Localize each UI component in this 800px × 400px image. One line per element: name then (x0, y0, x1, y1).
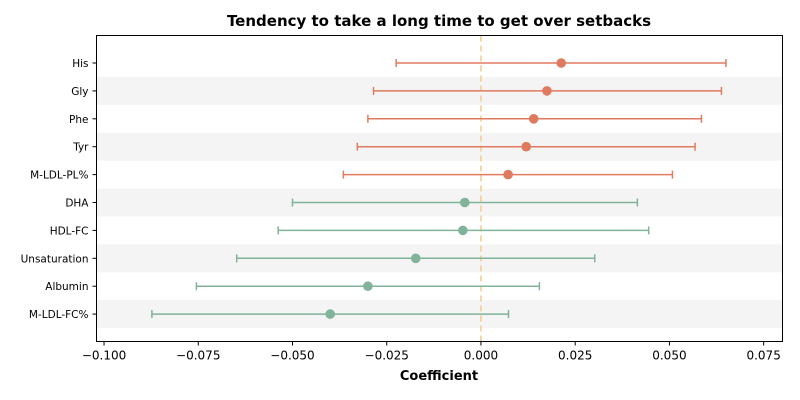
y-tick-label: His (72, 58, 88, 70)
y-tick-label: M-LDL-PL% (30, 170, 88, 182)
x-tick-label: 0.025 (558, 349, 592, 363)
y-tick-label: M-LDL-FC% (29, 309, 89, 321)
x-tick-label: −0.075 (176, 349, 220, 363)
y-tick-label: Albumin (45, 281, 88, 293)
y-tick-label: DHA (65, 198, 89, 210)
y-tick-label: Phe (69, 114, 88, 126)
point-estimate-unsaturation (410, 253, 421, 264)
plot-frame (96, 35, 783, 342)
y-axis: His Gly Phe Tyr M-LDL-PL% DHA HDL-FC Unsaturati… (21, 58, 97, 321)
x-tick-label: −0.100 (82, 349, 126, 363)
y-tick-label: HDL-FC (50, 225, 89, 237)
point-estimate-dha (459, 197, 470, 208)
point-estimate-albumin (363, 281, 373, 292)
x-axis-label: Coefficient (400, 369, 478, 384)
x-axis: −0.100 −0.075 −0.050 −0.025 0.000 0.025 0.050 0… (82, 341, 781, 363)
x-tick-label: −0.050 (270, 349, 314, 363)
y-tick-label: Gly (71, 86, 88, 98)
point-estimate-hdl-fc (458, 225, 468, 236)
x-tick-label: −0.025 (365, 349, 409, 363)
point-estimate-m-ldl-fc% (325, 309, 335, 319)
y-tick-label: Tyr (72, 142, 89, 154)
point-estimate-phe (528, 114, 539, 124)
point-estimate-his (556, 58, 567, 68)
x-tick-label: 0.075 (746, 349, 780, 363)
x-tick-label: 0.050 (652, 349, 686, 363)
y-tick-label: Unsaturation (21, 253, 89, 265)
point-estimate-m-ldl-pl% (503, 169, 513, 180)
point-estimate-gly (542, 86, 552, 96)
x-tick-label: 0.000 (464, 349, 498, 363)
point-estimate-tyr (521, 141, 531, 152)
data-marks (151, 58, 727, 319)
chart-title: Tendency to take a long time to get over… (227, 12, 651, 30)
